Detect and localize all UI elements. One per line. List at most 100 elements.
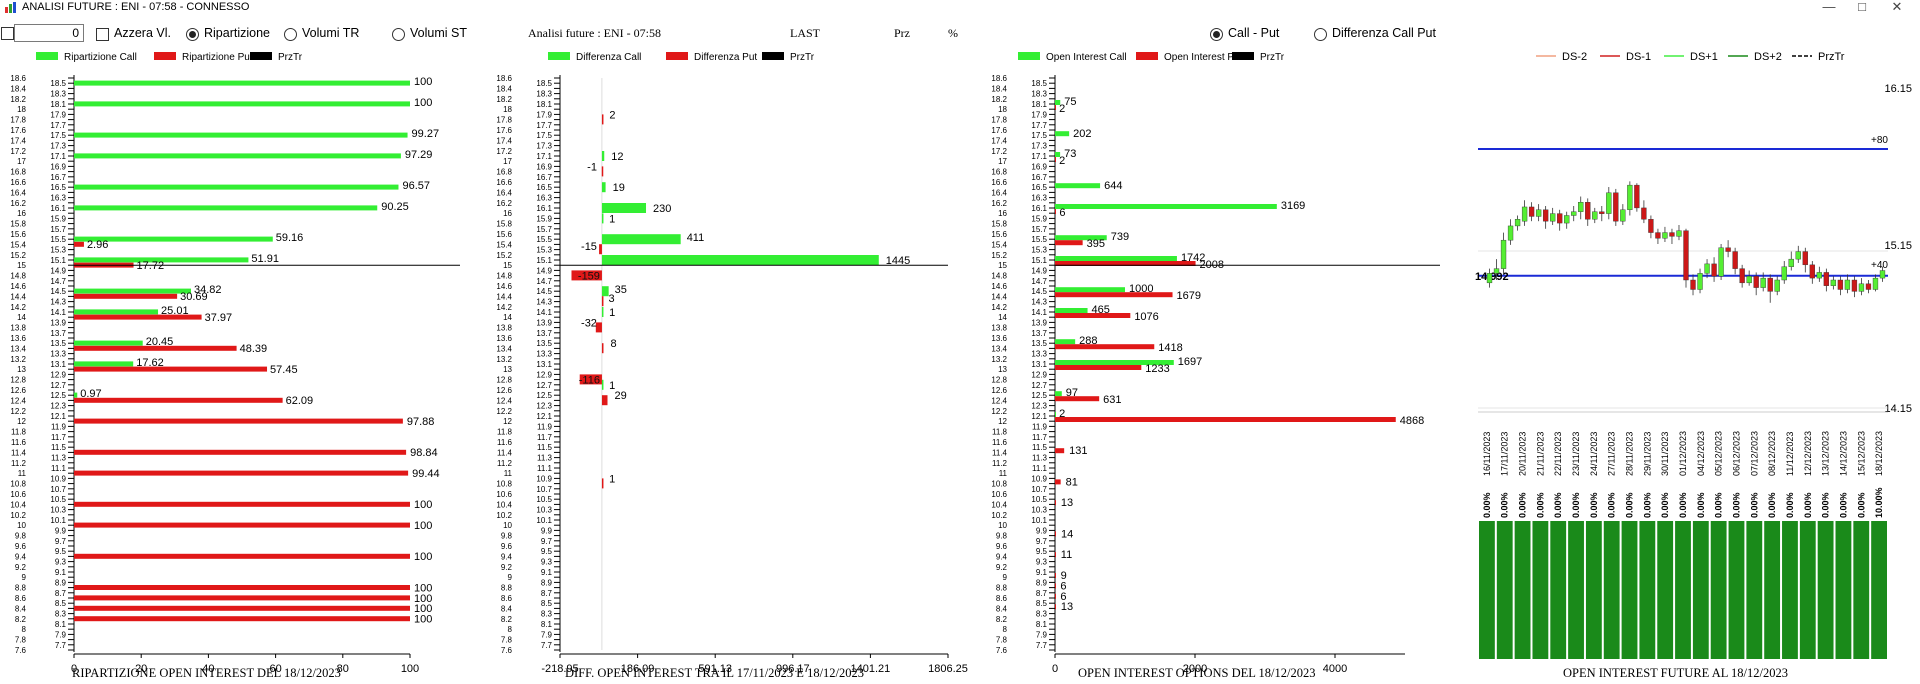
strike-label: 10.7 bbox=[50, 485, 66, 494]
strike-label: 8.4 bbox=[996, 604, 1008, 613]
strike-label: 18.4 bbox=[991, 84, 1007, 93]
strike-label: 11.5 bbox=[537, 443, 553, 452]
date-label: 04/12/2023 bbox=[1696, 431, 1706, 476]
x-tick-label: 0 bbox=[71, 663, 77, 675]
strike-label: 13.2 bbox=[10, 355, 26, 364]
put-diff-bar bbox=[599, 244, 602, 255]
price-label: 15.15 bbox=[1884, 240, 1912, 252]
bar-label: 30.69 bbox=[180, 291, 208, 303]
strike-label: 10.5 bbox=[50, 495, 66, 504]
strike-label: 17.7 bbox=[1031, 121, 1047, 130]
strike-label: 8.9 bbox=[541, 578, 553, 587]
reset-checkbox[interactable] bbox=[96, 28, 109, 41]
x-tick-label: 1806.25 bbox=[928, 663, 968, 675]
bar-label: 1 bbox=[609, 307, 615, 319]
candle-body bbox=[1613, 192, 1619, 222]
strike-label: 12 bbox=[503, 417, 512, 426]
strike-label: 12.7 bbox=[1031, 381, 1047, 390]
bar-label: -159 bbox=[578, 270, 600, 282]
put-oi-bar bbox=[1055, 396, 1100, 402]
candle-body bbox=[1809, 264, 1815, 279]
ripartizione-radio[interactable] bbox=[186, 28, 199, 41]
quantity-input[interactable]: 0 bbox=[14, 24, 84, 42]
strike-label: 9.6 bbox=[996, 542, 1008, 551]
bar-label: 11 bbox=[1061, 549, 1072, 561]
put-bar bbox=[74, 345, 237, 351]
strike-label: 8.4 bbox=[15, 604, 27, 613]
close-button[interactable]: ✕ bbox=[1891, 0, 1903, 14]
candle-body bbox=[1599, 211, 1605, 214]
candle-body bbox=[1739, 268, 1745, 284]
minimize-button[interactable]: — bbox=[1822, 0, 1836, 14]
bar-label: 1076 bbox=[1134, 311, 1158, 323]
put-oi-bar bbox=[1055, 105, 1056, 110]
oi-bar bbox=[1710, 521, 1727, 659]
strike-label: 12.2 bbox=[496, 407, 512, 416]
strike-label: 17.6 bbox=[496, 126, 512, 135]
legend-label: Ripartizione Call bbox=[64, 52, 137, 63]
volumi-st-radio[interactable] bbox=[392, 28, 405, 41]
x-tick-label: 996.17 bbox=[776, 663, 810, 675]
date-label: 29/11/2023 bbox=[1642, 432, 1652, 476]
strike-label: 10.5 bbox=[1031, 495, 1047, 504]
oi-bar bbox=[1657, 521, 1674, 659]
bar-label: 59.16 bbox=[276, 232, 304, 244]
strike-label: 13.6 bbox=[991, 334, 1007, 343]
oi-pct-label: 10.00% bbox=[1874, 487, 1884, 518]
strike-label: 14.8 bbox=[991, 272, 1007, 281]
strike-label: 8.4 bbox=[501, 604, 513, 613]
volumi-tr-radio[interactable] bbox=[284, 28, 297, 41]
strike-label: 9 bbox=[1003, 573, 1008, 582]
strike-label: 10.4 bbox=[496, 500, 512, 509]
bar-label: 17.62 bbox=[136, 357, 164, 369]
bar-label: -116 bbox=[579, 374, 600, 386]
enable-checkbox[interactable] bbox=[1, 27, 14, 40]
strike-label: 15.2 bbox=[496, 251, 512, 260]
candle-body bbox=[1858, 283, 1865, 292]
strike-label: 12.3 bbox=[1031, 402, 1047, 411]
candle-body bbox=[1830, 279, 1837, 286]
strike-label: 17.9 bbox=[536, 110, 552, 119]
strike-label: 7.6 bbox=[15, 646, 27, 655]
call-oi-bar bbox=[1055, 235, 1107, 241]
call-put-radio[interactable] bbox=[1210, 28, 1223, 41]
strike-label: 16.6 bbox=[991, 178, 1007, 187]
strike-label: 16.1 bbox=[536, 204, 552, 213]
strike-label: 7.9 bbox=[55, 630, 67, 639]
bar-label: 631 bbox=[1103, 394, 1121, 406]
strike-label: 11.9 bbox=[51, 422, 67, 431]
candle-body bbox=[1697, 273, 1703, 290]
strike-label: 8.1 bbox=[541, 620, 553, 629]
maximize-button[interactable]: □ bbox=[1858, 0, 1866, 14]
candle-body bbox=[1683, 230, 1689, 281]
strike-label: 8.2 bbox=[15, 615, 27, 624]
oi-bar bbox=[1871, 521, 1887, 659]
strike-label: 18.5 bbox=[1031, 79, 1047, 88]
strike-label: 16.4 bbox=[496, 188, 512, 197]
candle-body bbox=[1788, 258, 1794, 267]
strike-label: 13.7 bbox=[536, 329, 552, 338]
strike-label: 8.2 bbox=[996, 615, 1008, 624]
strike-label: 15.3 bbox=[1031, 246, 1047, 255]
oi-bar bbox=[1603, 521, 1620, 659]
put-bar bbox=[74, 585, 410, 590]
strike-label: 9.9 bbox=[55, 526, 67, 535]
strike-label: 16.4 bbox=[10, 188, 26, 197]
diff-call-put-radio[interactable] bbox=[1314, 28, 1327, 41]
strike-label: 13.6 bbox=[496, 334, 512, 343]
strike-label: 15 bbox=[17, 261, 26, 270]
strike-label: 17.5 bbox=[50, 131, 66, 140]
legend-label: PrzTr bbox=[1260, 52, 1285, 63]
strike-label: 15.3 bbox=[50, 246, 66, 255]
strike-label: 17.2 bbox=[10, 147, 26, 156]
bar-label: 9 bbox=[1061, 570, 1067, 582]
candle-body bbox=[1571, 211, 1577, 216]
strike-label: 10.2 bbox=[10, 511, 26, 520]
strike-label: 11.1 bbox=[51, 464, 67, 473]
strike-label: 8 bbox=[22, 625, 27, 634]
date-label: 20/11/2023 bbox=[1518, 432, 1528, 476]
put-diff-bar bbox=[601, 114, 604, 125]
strike-label: 15.9 bbox=[536, 214, 552, 223]
strike-label: 14.4 bbox=[10, 292, 26, 301]
strike-label: 15 bbox=[503, 261, 512, 270]
